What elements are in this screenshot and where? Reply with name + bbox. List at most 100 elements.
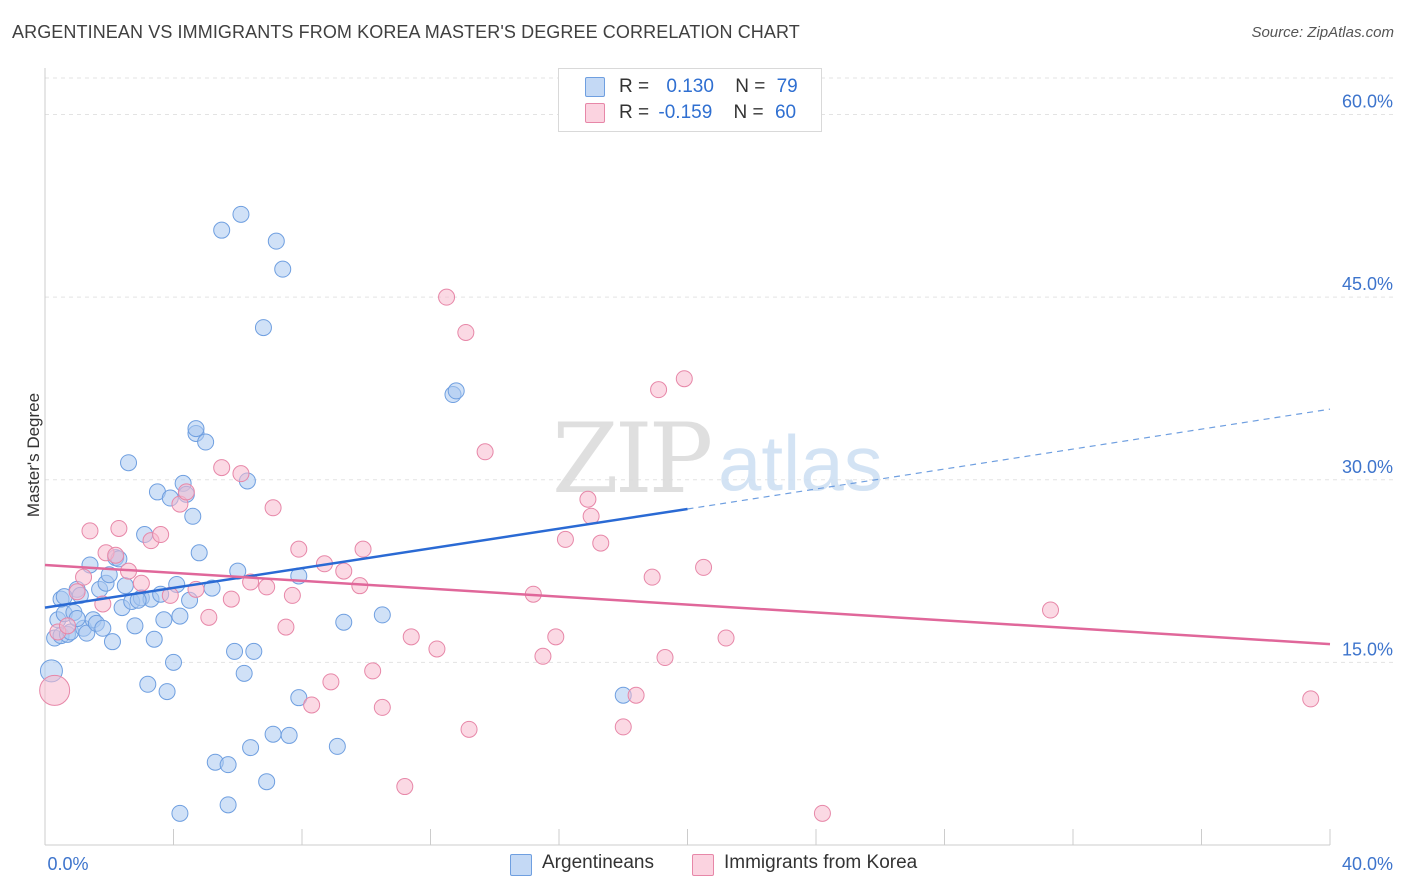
korea-point [373, 698, 391, 716]
argentinean-point [373, 606, 391, 624]
n-label: N = [733, 102, 764, 123]
y-tick-label: 15.0% [1342, 639, 1393, 659]
argentinean-point [103, 633, 121, 651]
korea-trend-line [44, 563, 1331, 646]
korea-point [75, 568, 93, 586]
korea-point [402, 628, 420, 646]
y-tick-label: 60.0% [1342, 92, 1393, 112]
argentinean-point [155, 611, 173, 629]
korea-point [656, 649, 674, 667]
argentinean-point [171, 804, 189, 822]
korea-point [68, 583, 86, 601]
argentinean-point [335, 613, 353, 631]
korea-point [643, 568, 661, 586]
axes [44, 68, 1331, 846]
korea-point [428, 640, 446, 658]
korea-point [152, 526, 170, 544]
argentinean-point [165, 653, 182, 671]
korea-point [303, 696, 321, 714]
tick-labels: 15.0% 30.0% 45.0% 60.0% 0.0% 40.0% [47, 92, 1393, 874]
korea-point [277, 618, 295, 636]
argentinean-point [184, 507, 202, 525]
korea-point [354, 540, 372, 558]
korea-point [258, 578, 276, 596]
korea-point [438, 288, 456, 306]
korea-point [290, 540, 308, 558]
argentinean-trend-extension [687, 408, 1331, 510]
watermark-atlas: atlas [718, 419, 883, 507]
korea-point [579, 490, 597, 508]
korea-point [460, 720, 478, 738]
correlation-legend: R = 0.130 N = 79 R = -0.159 N = 60 [558, 68, 822, 132]
korea-point [58, 617, 76, 635]
argentinean-point [232, 205, 250, 223]
argentinean-point [226, 642, 244, 660]
korea-point [476, 443, 494, 461]
legend-label: Immigrants from Korea [724, 852, 918, 873]
source-label: Source: ZipAtlas.com [1251, 24, 1394, 41]
korea-point [695, 558, 713, 576]
korea-point [322, 673, 340, 691]
argentinean-point [116, 577, 134, 595]
y-tick-label: 45.0% [1342, 274, 1393, 294]
watermark: ZIP atlas [552, 403, 883, 515]
argentinean-point [139, 675, 157, 693]
argentinean-point [254, 319, 272, 337]
korea-point [1302, 690, 1320, 708]
r-value: 0.130 [666, 76, 714, 97]
legend-swatch-blue [510, 854, 532, 876]
argentinean-point [171, 607, 189, 625]
korea-point [396, 778, 414, 796]
korea-point [132, 574, 150, 592]
korea-point [81, 522, 99, 540]
korea-point [283, 586, 301, 604]
argentinean-point [219, 756, 237, 774]
legend-swatch-pink [585, 103, 605, 123]
argentinean-point [290, 689, 308, 707]
argentinean-point [219, 796, 237, 814]
argentinean-point [235, 664, 253, 682]
korea-point [556, 530, 574, 548]
argentinean-point [94, 619, 112, 637]
argentinean-point [267, 232, 285, 250]
korea-point [177, 483, 195, 501]
y-axis-label: Master's Degree [24, 392, 43, 518]
legend-swatch-blue [585, 77, 605, 97]
n-label: N = [735, 76, 766, 97]
argentinean-point [245, 642, 263, 660]
y-tick-label: 30.0% [1342, 457, 1393, 477]
n-value: 60 [774, 102, 797, 123]
argentinean-point [258, 773, 276, 791]
argentinean-point [197, 433, 215, 451]
korea-point [650, 381, 668, 399]
korea-point [232, 465, 250, 483]
argentinean-point [264, 725, 282, 743]
argentinean-point [274, 260, 292, 278]
argentinean-point [100, 566, 118, 584]
argentinean-point [447, 382, 465, 400]
argentinean-point [145, 630, 163, 648]
argentinean-point [328, 737, 346, 755]
r-value: -0.159 [658, 102, 713, 123]
korea-point [614, 718, 632, 736]
korea-point [813, 804, 831, 822]
r-label: R = [619, 102, 650, 123]
legend-swatch-pink [692, 854, 714, 876]
korea-point [547, 628, 565, 646]
korea-point [1042, 601, 1060, 619]
argentinean-point [280, 726, 298, 744]
chart-title: ARGENTINEAN VS IMMIGRANTS FROM KOREA MAS… [12, 22, 800, 42]
korea-point [107, 546, 125, 564]
korea-point [534, 647, 552, 665]
korea-point [39, 674, 71, 706]
korea-point [335, 562, 353, 580]
n-value: 79 [776, 76, 798, 97]
korea-point [457, 323, 475, 341]
trend-lines [44, 408, 1331, 646]
x-tick-label: 0.0% [47, 854, 88, 874]
korea-point [110, 519, 128, 537]
argentinean-point [120, 454, 138, 472]
korea-point [627, 686, 645, 704]
x-tick-label: 40.0% [1342, 854, 1393, 874]
